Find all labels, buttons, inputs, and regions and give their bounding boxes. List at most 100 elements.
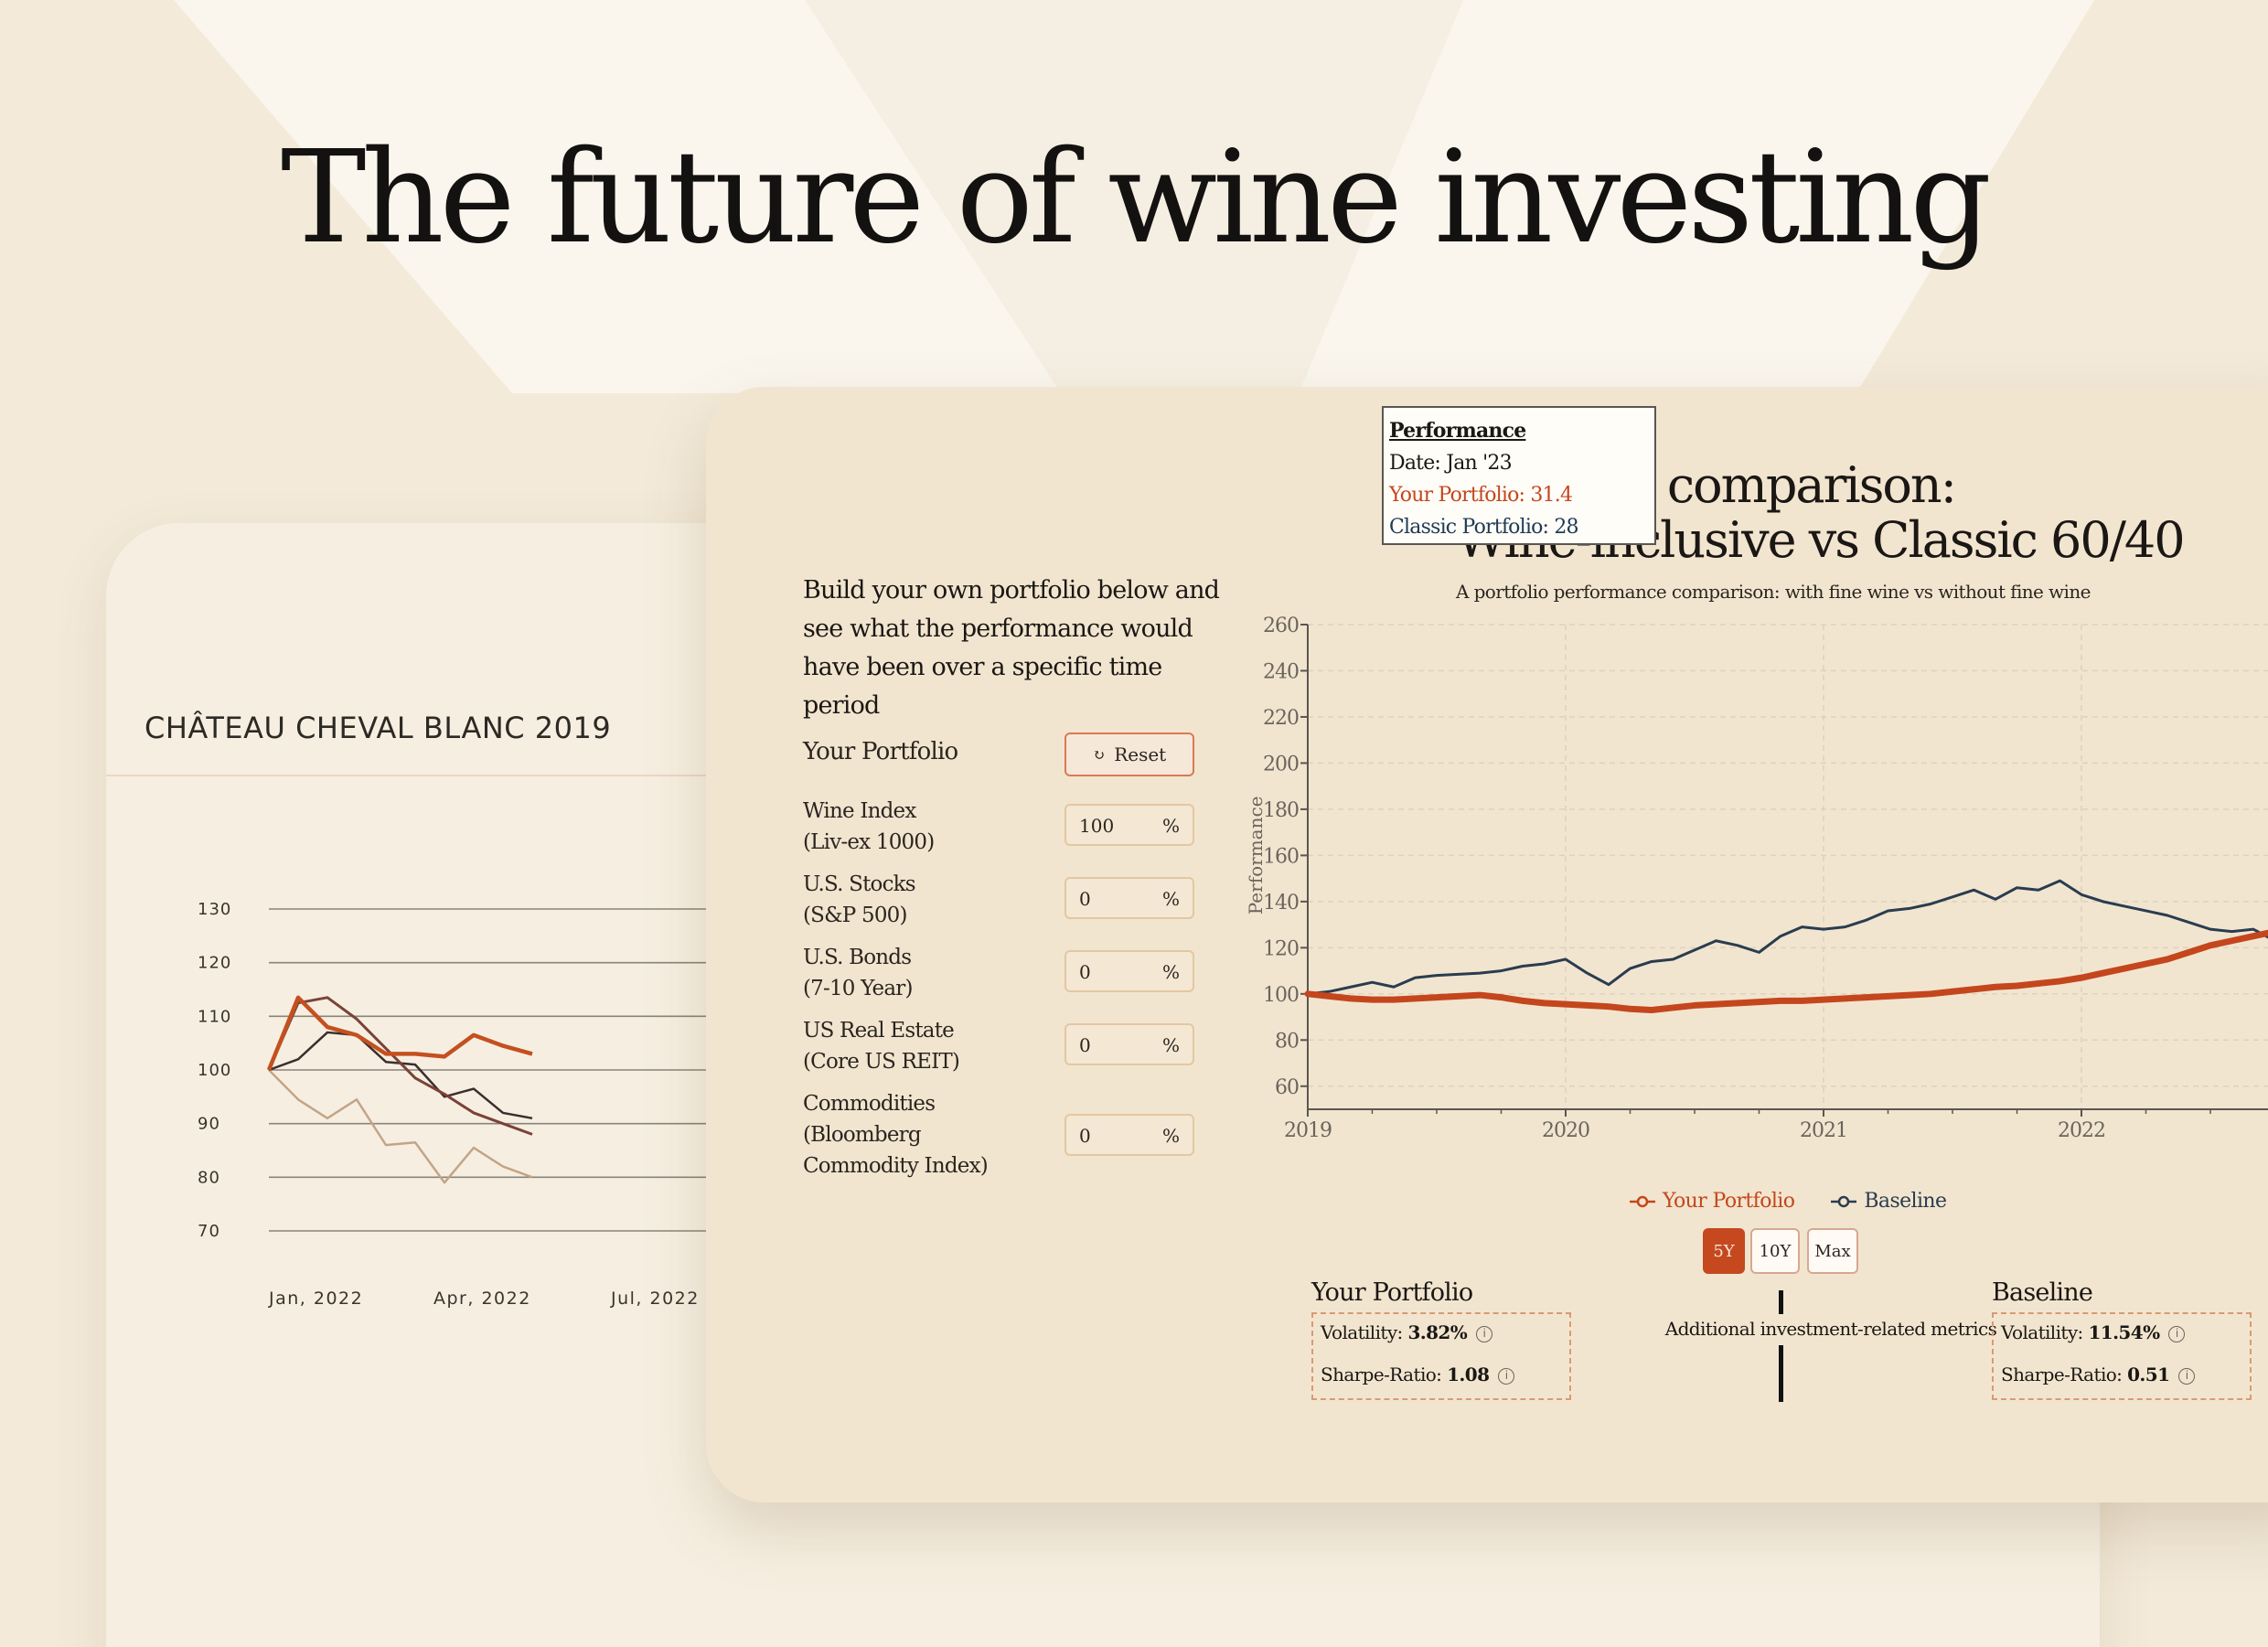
y-tick-label: 110 — [198, 1007, 231, 1026]
allocation-subname: (S&P 500) — [803, 904, 907, 927]
info-icon[interactable]: i — [2168, 1325, 2186, 1342]
legend-label: Your Portfolio — [1663, 1190, 1795, 1213]
allocation-name: Wine Index — [803, 799, 916, 823]
legend-label: Baseline — [1864, 1190, 1947, 1213]
percent-unit: % — [1161, 1125, 1180, 1147]
divider-bar — [1779, 1345, 1783, 1402]
input-value: 0 — [1079, 961, 1091, 983]
y-tick-label: 80 — [198, 1168, 220, 1187]
percent-unit: % — [1161, 1034, 1180, 1056]
reset-icon: ↻ — [1092, 745, 1106, 764]
y-tick-label: 120 — [198, 954, 231, 973]
metric-value: 0.51 — [2127, 1364, 2170, 1385]
allocation-subname: (Core US REIT) — [803, 1050, 960, 1074]
allocation-label-stocks: U.S. Stocks (S&P 500) — [803, 869, 916, 931]
your-portfolio-metrics: Volatility: 3.82% i Sharpe-Ratio: 1.08 i — [1311, 1312, 1571, 1400]
us-bonds-input[interactable]: 0 % — [1064, 950, 1194, 992]
x-tick-label: 2022 — [2058, 1119, 2105, 1142]
percent-unit: % — [1161, 961, 1180, 983]
allocation-name: US Real Estate — [803, 1019, 955, 1043]
allocation-subname: (7-10 Year) — [803, 977, 913, 1000]
allocation-label-wine: Wine Index (Liv-ex 1000) — [803, 796, 935, 858]
allocation-subname: (Liv-ex 1000) — [803, 830, 935, 854]
metric-value: 11.54% — [2088, 1321, 2160, 1343]
tooltip-base-value: Classic Portfolio: 28 — [1389, 516, 1579, 539]
hero-title: The future of wine investing — [281, 123, 1992, 273]
your-portfolio-label: Your Portfolio — [803, 738, 958, 765]
y-tick-label: 200 — [1263, 753, 1299, 775]
volatility-metric: Volatility: 11.54% i — [2001, 1321, 2186, 1343]
y-tick-label: 160 — [1263, 845, 1299, 868]
metric-label: Volatility: — [2001, 1321, 2083, 1343]
series-line — [268, 1069, 533, 1184]
info-icon[interactable]: i — [1498, 1367, 1515, 1385]
series-line — [266, 995, 533, 1071]
legend-baseline[interactable]: Baseline — [1831, 1190, 1947, 1213]
input-value: 0 — [1079, 1125, 1091, 1147]
percent-unit: % — [1161, 888, 1180, 910]
your-portfolio-series-line — [1304, 929, 2268, 1013]
x-tick-label: Jan, 2022 — [268, 1289, 363, 1309]
volatility-metric: Volatility: 3.82% i — [1321, 1321, 1492, 1343]
y-tick-label: 240 — [1263, 660, 1299, 683]
input-value: 100 — [1079, 815, 1115, 837]
card-divider — [106, 775, 746, 776]
y-tick-label: 70 — [198, 1222, 220, 1241]
allocation-subname: (Bloomberg — [803, 1123, 922, 1147]
additional-metrics-label: Additional investment-related metrics — [1664, 1318, 1997, 1340]
us-stocks-input[interactable]: 0 % — [1064, 877, 1194, 919]
range-max-button[interactable]: Max — [1807, 1228, 1858, 1274]
x-tick-label: Jul, 2022 — [610, 1289, 700, 1309]
portfolio-builder-card: Build your own portfolio below and see w… — [706, 387, 2268, 1503]
allocation-label-real-estate: US Real Estate (Core US REIT) — [803, 1015, 960, 1077]
x-tick-label: Apr, 2022 — [433, 1289, 531, 1309]
x-tick-label: 2020 — [1542, 1119, 1589, 1142]
wine-index-input[interactable]: 100 % — [1064, 804, 1194, 846]
builder-intro: Build your own portfolio below and see w… — [803, 576, 1220, 720]
metric-label: Sharpe-Ratio: — [2001, 1364, 2123, 1385]
allocation-name: U.S. Bonds — [803, 946, 912, 969]
series-line — [267, 996, 533, 1136]
x-tick-label: 2021 — [1800, 1119, 1847, 1142]
allocation-name: Commodities — [803, 1092, 936, 1116]
tooltip-date: Date: Jan '23 — [1389, 452, 1513, 475]
y-tick-label: 130 — [198, 900, 231, 919]
y-tick-label: 100 — [198, 1061, 231, 1080]
allocation-label-commodities: Commodities (Bloomberg Commodity Index) — [803, 1088, 989, 1182]
y-tick-label: 120 — [1263, 937, 1299, 960]
allocation-name: U.S. Stocks — [803, 872, 916, 896]
chart-legend: Your Portfolio Baseline — [1630, 1190, 1947, 1213]
performance-chart[interactable]: 60 80 100 120 140 160 180 200 220 240 260 2019 2020 2… — [1218, 606, 2268, 1393]
legend-marker-icon — [1630, 1195, 1655, 1207]
percent-unit: % — [1161, 815, 1180, 837]
range-10y-button[interactable]: 10Y — [1750, 1228, 1800, 1274]
y-axis-label: Performance — [1245, 796, 1267, 914]
y-tick-label: 80 — [1275, 1030, 1299, 1053]
tooltip-title: Performance — [1389, 419, 1526, 443]
y-tick-label: 140 — [1263, 892, 1299, 914]
sharpe-metric: Sharpe-Ratio: 1.08 i — [1321, 1364, 1515, 1385]
y-tick-label: 260 — [1263, 615, 1299, 637]
wine-title: CHÂTEAU CHEVAL BLANC 2019 — [144, 711, 612, 745]
wine-price-chart: 130 120 110 100 90 80 70 Jan, 2022 Apr, 2022 Jul,… — [198, 900, 746, 1309]
info-icon[interactable]: i — [1475, 1325, 1492, 1342]
allocation-subname: Commodity Index) — [803, 1154, 989, 1178]
us-real-estate-input[interactable]: 0 % — [1064, 1023, 1194, 1065]
legend-your-portfolio[interactable]: Your Portfolio — [1630, 1190, 1795, 1213]
reset-button[interactable]: ↻ Reset — [1064, 733, 1194, 776]
commodities-input[interactable]: 0 % — [1064, 1114, 1194, 1156]
allocation-label-bonds: U.S. Bonds (7-10 Year) — [803, 942, 913, 1004]
reset-label: Reset — [1114, 743, 1167, 765]
baseline-metrics-heading: Baseline — [1992, 1278, 2093, 1307]
y-tick-label: 90 — [198, 1115, 220, 1134]
tooltip-your-value: Your Portfolio: 31.4 — [1389, 484, 1573, 507]
x-tick-label: 2019 — [1284, 1119, 1332, 1142]
input-value: 0 — [1079, 1034, 1091, 1056]
info-icon[interactable]: i — [2178, 1367, 2196, 1385]
metric-value: 3.82% — [1407, 1321, 1468, 1343]
divider-bar — [1779, 1290, 1783, 1314]
baseline-metrics: Volatility: 11.54% i Sharpe-Ratio: 0.51 … — [1992, 1312, 2252, 1400]
your-portfolio-metrics-heading: Your Portfolio — [1311, 1278, 1473, 1307]
input-value: 0 — [1079, 888, 1091, 910]
range-5y-button[interactable]: 5Y — [1703, 1228, 1745, 1274]
